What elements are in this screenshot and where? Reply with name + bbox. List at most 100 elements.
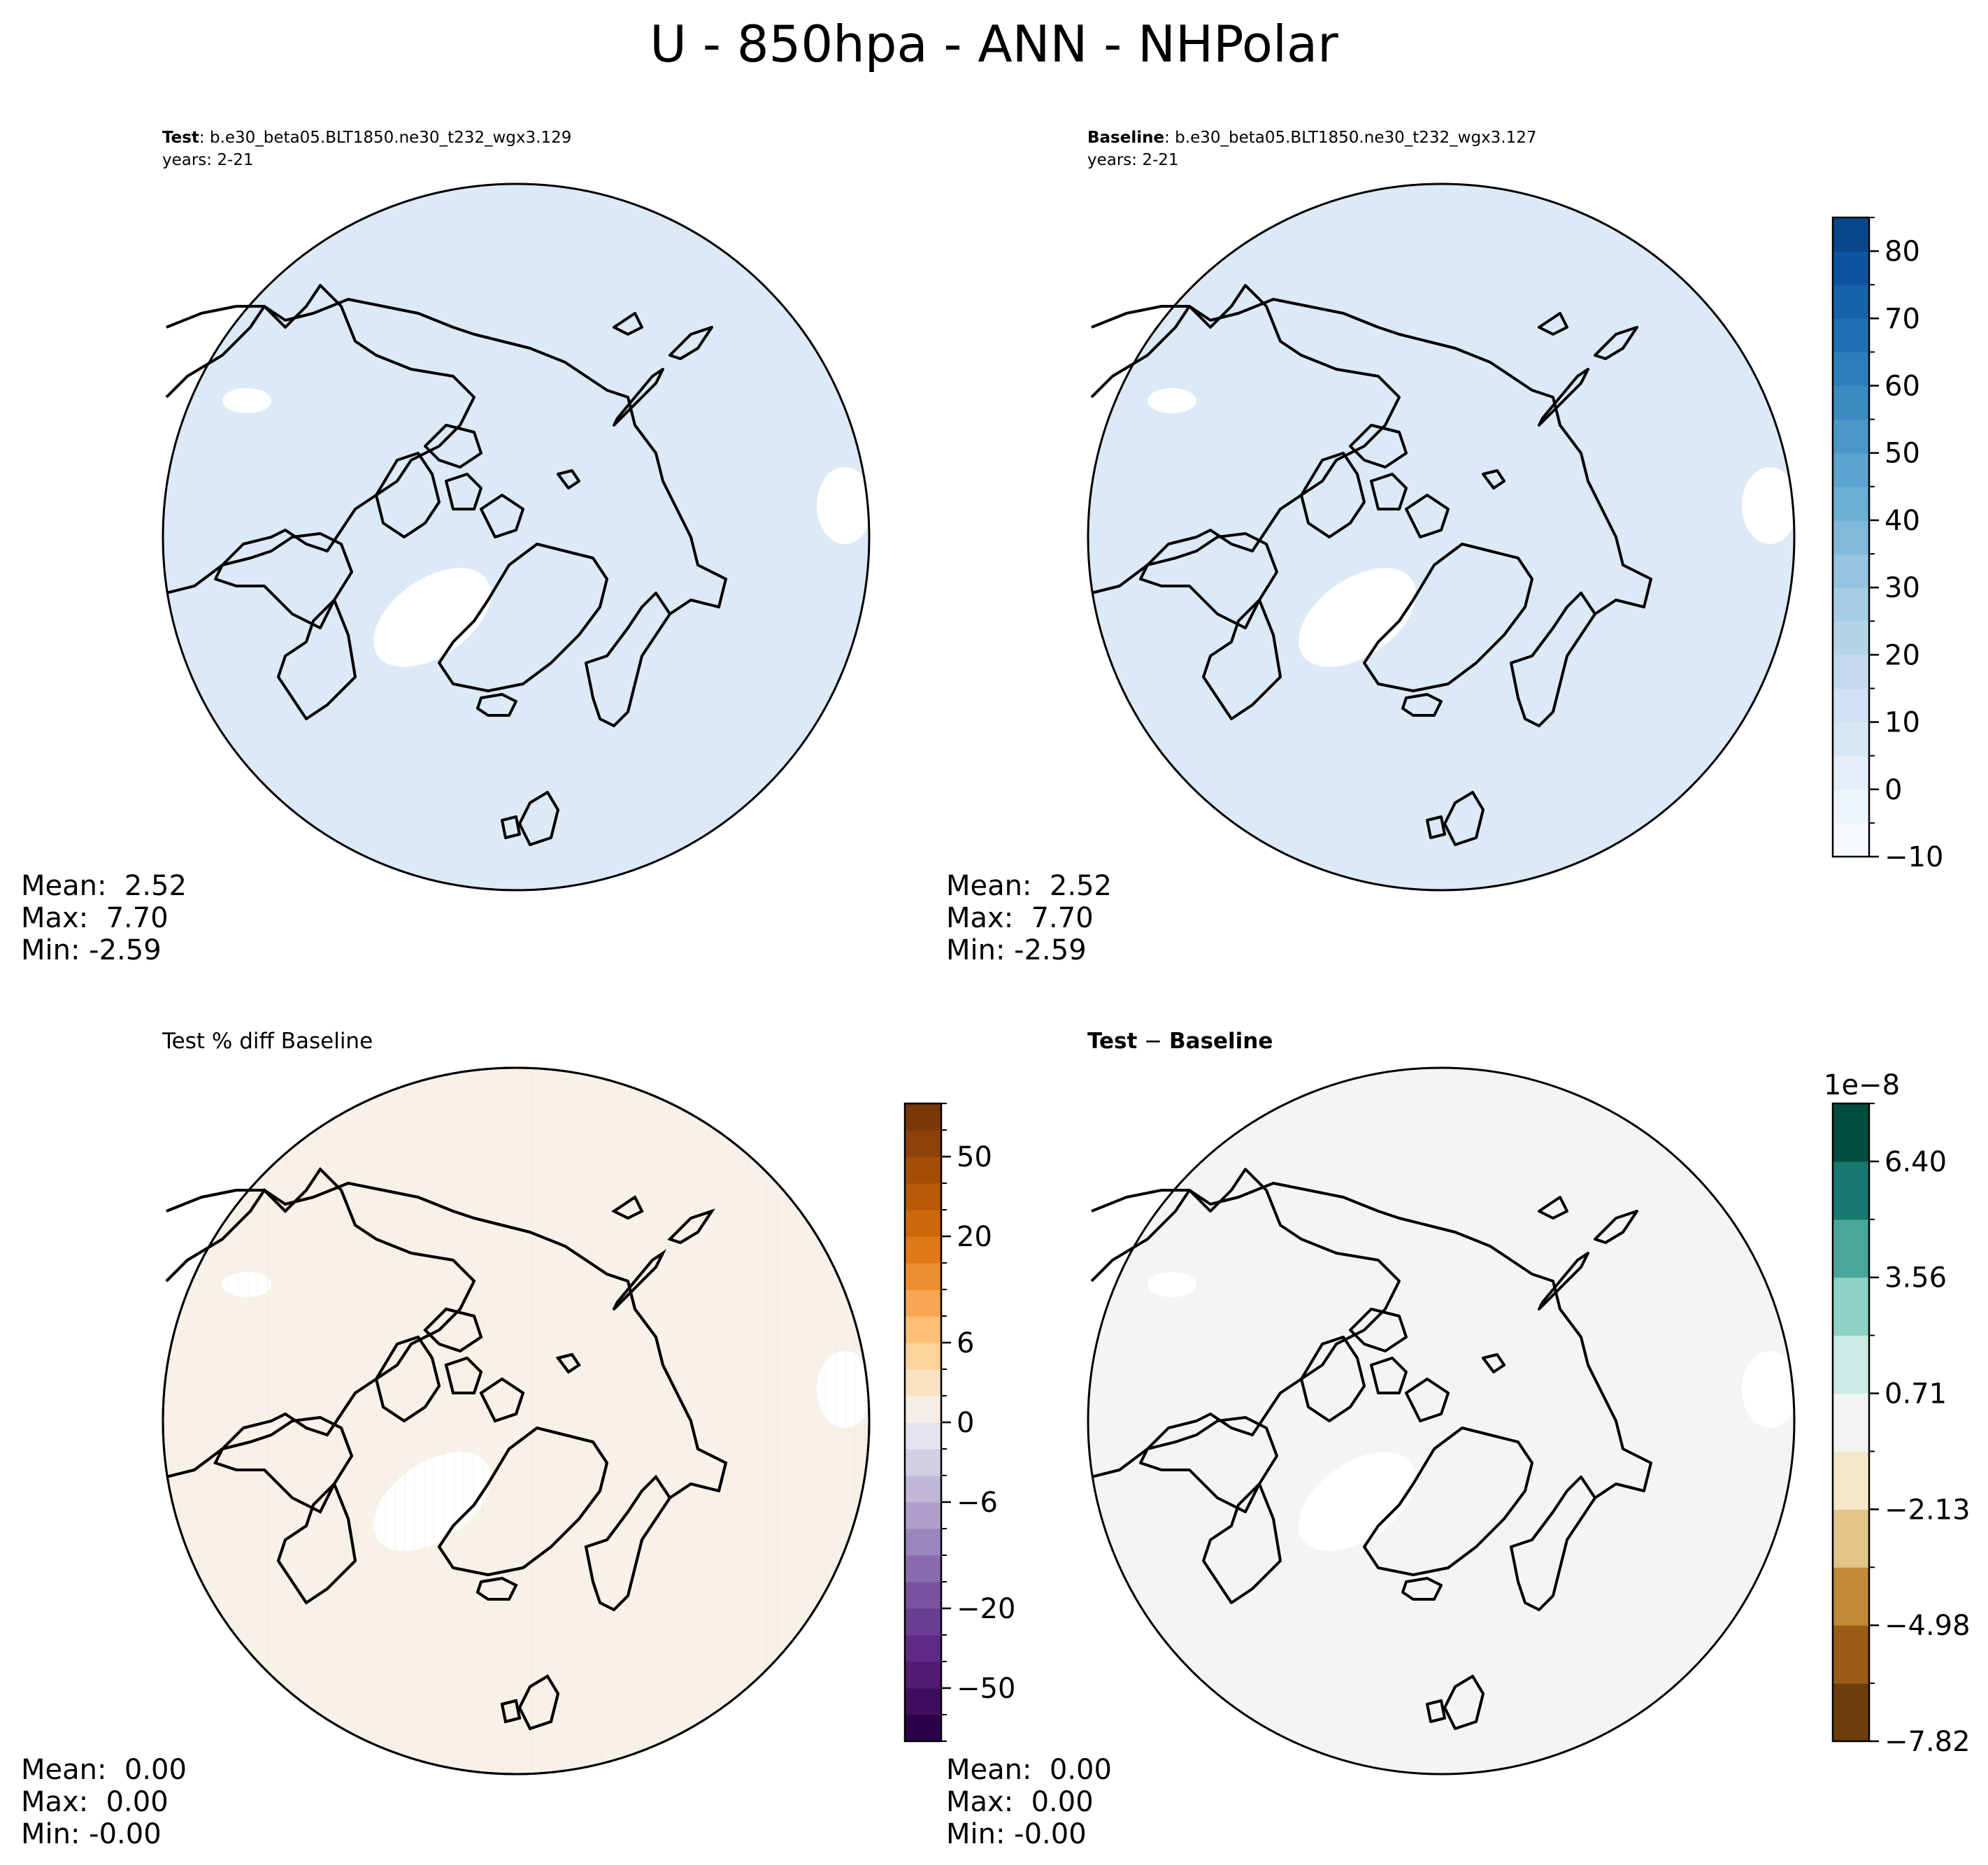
pct-diff-colorbar-segment — [905, 1688, 941, 1715]
pct-diff-colorbar-segment — [905, 1289, 941, 1317]
baseline-min: Min: -2.59 — [946, 934, 1087, 966]
baseline-colorbar-segment — [1833, 217, 1869, 252]
test-header: Test: b.e30_beta05.BLT1850.ne30_t232_wgx… — [162, 128, 571, 148]
tibet-mask — [1742, 1351, 1798, 1428]
diff-title-sep: − — [1137, 1029, 1170, 1054]
pct-diff-colorbar-segment — [905, 1502, 941, 1529]
pct-diff-colorbar-segment — [905, 1582, 941, 1609]
diff-colorbar-tick-label: −2.13 — [1885, 1494, 1971, 1526]
pct-diff-colorbar: −50 −20 −6 0 6 20 50 — [903, 1102, 1015, 1743]
baseline-colorbar-segment — [1833, 822, 1869, 857]
baseline-colorbar: −10 0 10 20 30 40 50 60 70 80 — [1831, 216, 1943, 873]
test-case: : b.e30_beta05.BLT1850.ne30_t232_wgx3.12… — [199, 129, 572, 147]
baseline-label: Baseline — [1087, 129, 1165, 147]
diff-colorbar-segment — [1833, 1335, 1869, 1394]
diff-colorbar-segment — [1833, 1567, 1869, 1626]
baseline-colorbar-tick-label: 60 — [1885, 371, 1920, 403]
pct-diff-colorbar-tick-label: −6 — [957, 1487, 998, 1519]
baseline-map-fill — [1088, 184, 1794, 890]
baseline-years: years: 2-21 — [1087, 151, 1179, 169]
tibet-mask — [817, 1351, 873, 1428]
pct-diff-title: Test % diff Baseline — [162, 1029, 373, 1054]
diff-colorbar-segment — [1833, 1103, 1869, 1162]
baseline-colorbar-segment — [1833, 755, 1869, 790]
pct-diff-max: Max: 0.00 — [21, 1786, 169, 1818]
pct-diff-colorbar-segment — [905, 1422, 941, 1450]
tibet-mask — [1742, 467, 1798, 544]
baseline-colorbar-segment — [1833, 655, 1869, 689]
test-map — [162, 183, 873, 892]
baseline-colorbar-frame — [1831, 216, 1871, 858]
diff-colorbar-segment — [1833, 1509, 1869, 1568]
map-boundary — [1087, 1066, 1796, 1775]
pct-diff-colorbar-segment — [905, 1157, 941, 1184]
pct-diff-colorbar-segment — [905, 1210, 941, 1237]
pct-diff-colorbar-segment — [905, 1529, 941, 1556]
pct-diff-colorbar-tick-label: 6 — [957, 1327, 974, 1359]
baseline-stats: Mean: 2.52 Max: 7.70 Min: -2.59 — [946, 870, 1112, 966]
diff-colorbar-segment — [1833, 1451, 1869, 1510]
baseline-colorbar-segment — [1833, 554, 1869, 588]
pct-diff-colorbar-tick-label: −20 — [957, 1593, 1015, 1625]
pct-diff-streaks — [169, 1071, 866, 1771]
baseline-colorbar-tick-label: 50 — [1885, 438, 1920, 470]
greenland-mask — [373, 1452, 491, 1551]
test-min: Min: -2.59 — [21, 934, 162, 966]
baseline-colorbar-tick-label: 70 — [1885, 303, 1920, 335]
pct-diff-colorbar-segment — [905, 1103, 941, 1131]
rockies-mask — [222, 1272, 271, 1297]
rockies-mask — [1147, 388, 1196, 413]
greenland-mask — [1299, 1452, 1416, 1551]
baseline-max: Max: 7.70 — [946, 902, 1094, 934]
baseline-colorbar-tick-label: −10 — [1885, 841, 1943, 873]
baseline-case: : b.e30_beta05.BLT1850.ne30_t232_wgx3.12… — [1164, 129, 1537, 147]
pct-diff-colorbar-segment — [905, 1396, 941, 1423]
baseline-header: Baseline: b.e30_beta05.BLT1850.ne30_t232… — [1087, 128, 1537, 148]
pct-diff-colorbar-segment — [905, 1183, 941, 1210]
pct-diff-map — [162, 1066, 873, 1775]
baseline-colorbar-tick-label: 0 — [1885, 774, 1902, 806]
test-mean: Mean: 2.52 — [21, 870, 187, 902]
baseline-colorbar-segment — [1833, 789, 1869, 824]
pct-diff-colorbar-tick-label: 20 — [957, 1221, 992, 1253]
diff-colorbar-segment — [1833, 1683, 1869, 1742]
pct-diff-colorbar-segment — [905, 1130, 941, 1157]
pct-diff-colorbar-tick-label: −50 — [957, 1673, 1015, 1705]
pct-diff-colorbar-segment — [905, 1662, 941, 1689]
baseline-colorbar-segment — [1833, 419, 1869, 454]
baseline-map — [1087, 183, 1798, 892]
baseline-colorbar-segment — [1833, 722, 1869, 757]
diff-stats: Mean: 0.00 Max: 0.00 Min: -0.00 — [946, 1754, 1112, 1850]
diff-colorbar-segment — [1833, 1161, 1869, 1220]
baseline-colorbar-segment — [1833, 251, 1869, 285]
diff-colorbar-scale-label: 1e−8 — [1824, 1069, 1900, 1101]
pct-diff-stats: Mean: 0.00 Max: 0.00 Min: -0.00 — [21, 1754, 187, 1850]
baseline-colorbar-segment — [1833, 688, 1869, 723]
pct-diff-colorbar-segment — [905, 1369, 941, 1396]
pct-diff-colorbar-segment — [905, 1316, 941, 1343]
tibet-mask — [817, 467, 873, 544]
diff-colorbar-frame — [1831, 1102, 1871, 1743]
diff-max: Max: 0.00 — [946, 1786, 1094, 1818]
pct-diff-colorbar-segment — [905, 1635, 941, 1662]
diff-map — [1087, 1066, 1798, 1775]
pct-diff-colorbar-segment — [905, 1475, 941, 1503]
test-stats: Mean: 2.52 Max: 7.70 Min: -2.59 — [21, 870, 187, 966]
baseline-colorbar-segment — [1833, 621, 1869, 655]
pct-diff-colorbar-segment — [905, 1263, 941, 1290]
pct-diff-colorbar-tick-label: 50 — [957, 1141, 992, 1173]
baseline-colorbar-segment — [1833, 285, 1869, 319]
diff-colorbar-tick-label: −7.82 — [1885, 1726, 1971, 1758]
pct-diff-colorbar-segment — [905, 1236, 941, 1264]
pct-diff-colorbar-segment — [905, 1608, 941, 1636]
pct-diff-colorbar-segment — [905, 1715, 941, 1742]
baseline-colorbar-segment — [1833, 385, 1869, 420]
test-map-fill — [163, 184, 869, 890]
test-years: years: 2-21 — [162, 151, 254, 169]
test-label: Test — [162, 129, 199, 147]
baseline-colorbar-segment — [1833, 318, 1869, 352]
diff-title: Test − Baseline — [1087, 1028, 1273, 1055]
test-max: Max: 7.70 — [21, 902, 169, 934]
pct-diff-map-fill — [163, 1068, 869, 1774]
